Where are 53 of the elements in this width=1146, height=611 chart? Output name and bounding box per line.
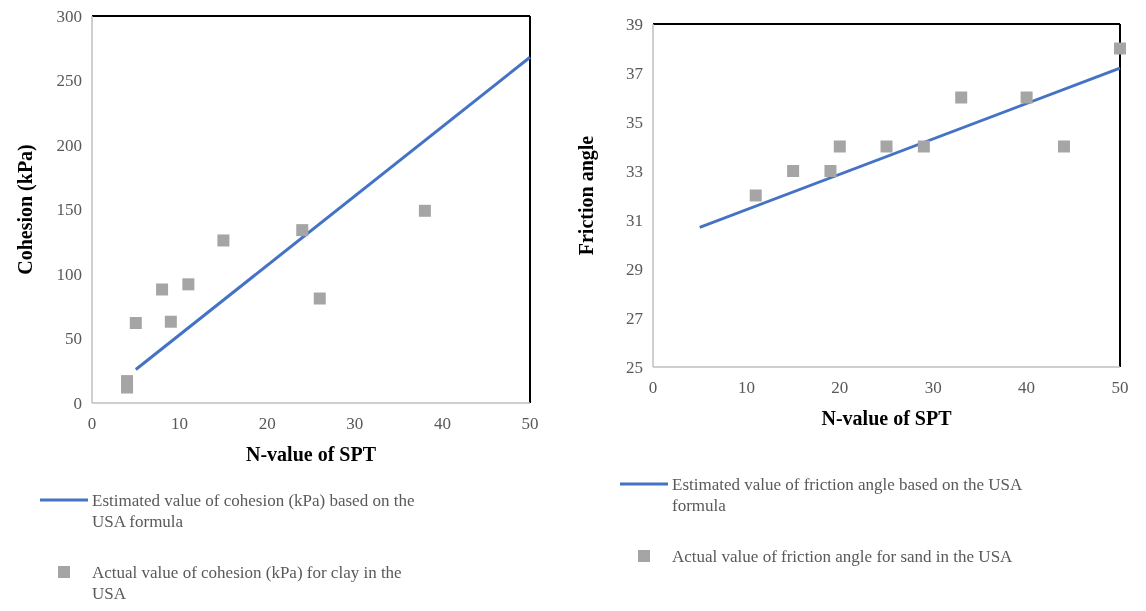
x-tick-label: 20 [831,378,849,397]
point [1020,91,1033,104]
x-tick-label: 30 [346,414,364,433]
point [1057,140,1070,153]
point [129,317,142,330]
point [156,283,169,296]
point [1114,42,1126,55]
y-tick-label: 29 [626,259,643,279]
x-tick-label: 50 [521,414,539,433]
x-tick-label: 30 [924,378,942,397]
point [955,91,968,104]
x-tick-label: 10 [737,378,755,397]
y-tick-label: 27 [626,308,644,328]
x-axis-title: N-value of SPT [821,407,953,429]
y-tick-label: 39 [626,14,643,34]
x-axis-title: N-value of SPT [246,443,377,465]
y-tick-label: 0 [73,393,82,413]
legend-label: Estimated value of cohesion (kPa) based on the USA formula [92,490,415,531]
point [313,292,326,305]
point [182,278,195,291]
point [749,189,762,202]
point [164,315,177,328]
y-axis-title: Friction angle [575,135,598,256]
legend-label: Actual value of cohesion (kPa) for clay in the USA [92,562,402,603]
x-tick-label: 40 [433,414,451,433]
y-tick-label: 250 [56,71,82,91]
y-tick-label: 33 [626,161,643,181]
point [787,165,800,177]
y-tick-label: 25 [626,357,643,377]
x-tick-label: 20 [258,414,276,433]
point [418,204,431,217]
y-tick-label: 37 [626,63,644,83]
y-tick-label: 35 [626,112,643,132]
point [824,165,837,177]
legend-label: Estimated value of friction angle based on the USA formula [672,474,1024,515]
x-tick-label: 0 [648,378,658,397]
y-tick-label: 300 [56,6,82,26]
point [917,140,930,153]
y-tick-label: 150 [56,200,82,220]
y-tick-label: 200 [56,135,82,155]
y-tick-label: 100 [56,264,82,284]
point [880,140,893,153]
y-tick-label: 31 [626,210,643,230]
x-tick-label: 40 [1018,378,1036,397]
point [217,234,230,247]
y-tick-label: 50 [65,329,82,349]
y-axis-title: Cohesion (kPa) [14,144,37,275]
x-tick-label: 50 [1111,378,1129,397]
point [296,224,309,237]
point [833,140,846,153]
legend-label: Actual value of friction angle for sand in the USA [672,546,1014,566]
x-tick-label: 10 [171,414,189,433]
x-tick-label: 0 [87,414,97,433]
